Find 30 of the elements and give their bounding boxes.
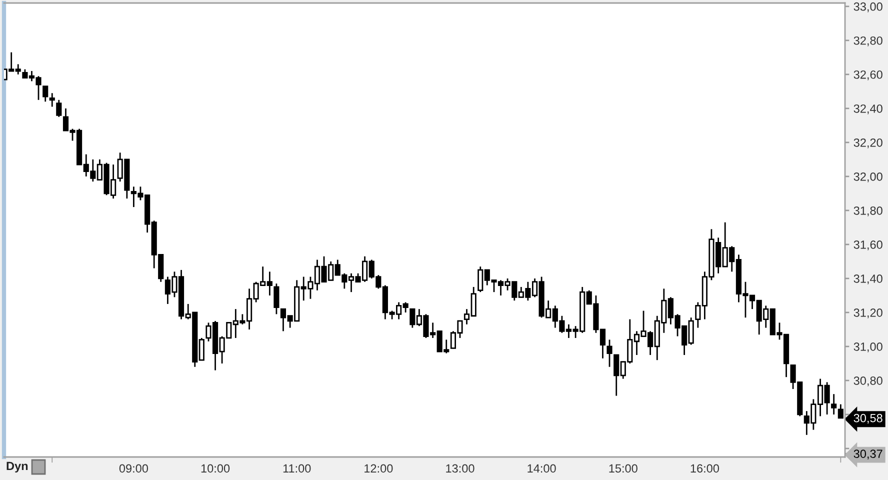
y-tick-label: 32,20 [854, 138, 882, 148]
x-tick-label: 10:00 [201, 464, 230, 473]
text: Dyn [6, 462, 28, 473]
y-tick-label: 32,60 [854, 70, 882, 80]
candlestick [831, 393, 837, 416]
y-tick-label: 31,40 [854, 274, 882, 284]
x-tick-label: 16:00 [690, 464, 720, 473]
y-tick-label: 32,00 [854, 172, 882, 182]
y-tick-label: 31,20 [854, 308, 882, 318]
y-tick-label: 33,00 [854, 2, 882, 12]
y-tick-label: 31,00 [854, 342, 882, 352]
x-tick-label: 12:00 [364, 464, 393, 473]
x-tick-label: 13:00 [446, 464, 474, 473]
y-tick-label: 30,58 [854, 414, 882, 424]
x-tick-label: 09:00 [119, 464, 148, 473]
y-tick-label: 30,37 [854, 450, 882, 460]
candlestick [49, 92, 55, 108]
candlestick [606, 338, 612, 368]
y-tick-label: 32,40 [854, 104, 882, 114]
y-tick-label: 31,80 [854, 206, 882, 216]
y-tick-label: 31,60 [854, 240, 882, 250]
candlestick [56, 99, 62, 118]
candlestick [42, 86, 48, 102]
candlestick [274, 282, 280, 315]
x-tick-label: 11:00 [283, 464, 311, 473]
y-tick-label: 30,80 [854, 376, 882, 386]
x-tick-label: 15:00 [609, 464, 638, 473]
candlestick [838, 404, 844, 419]
y-tick-label: 32,80 [854, 36, 882, 46]
x-tick-label: 14:00 [528, 464, 556, 473]
